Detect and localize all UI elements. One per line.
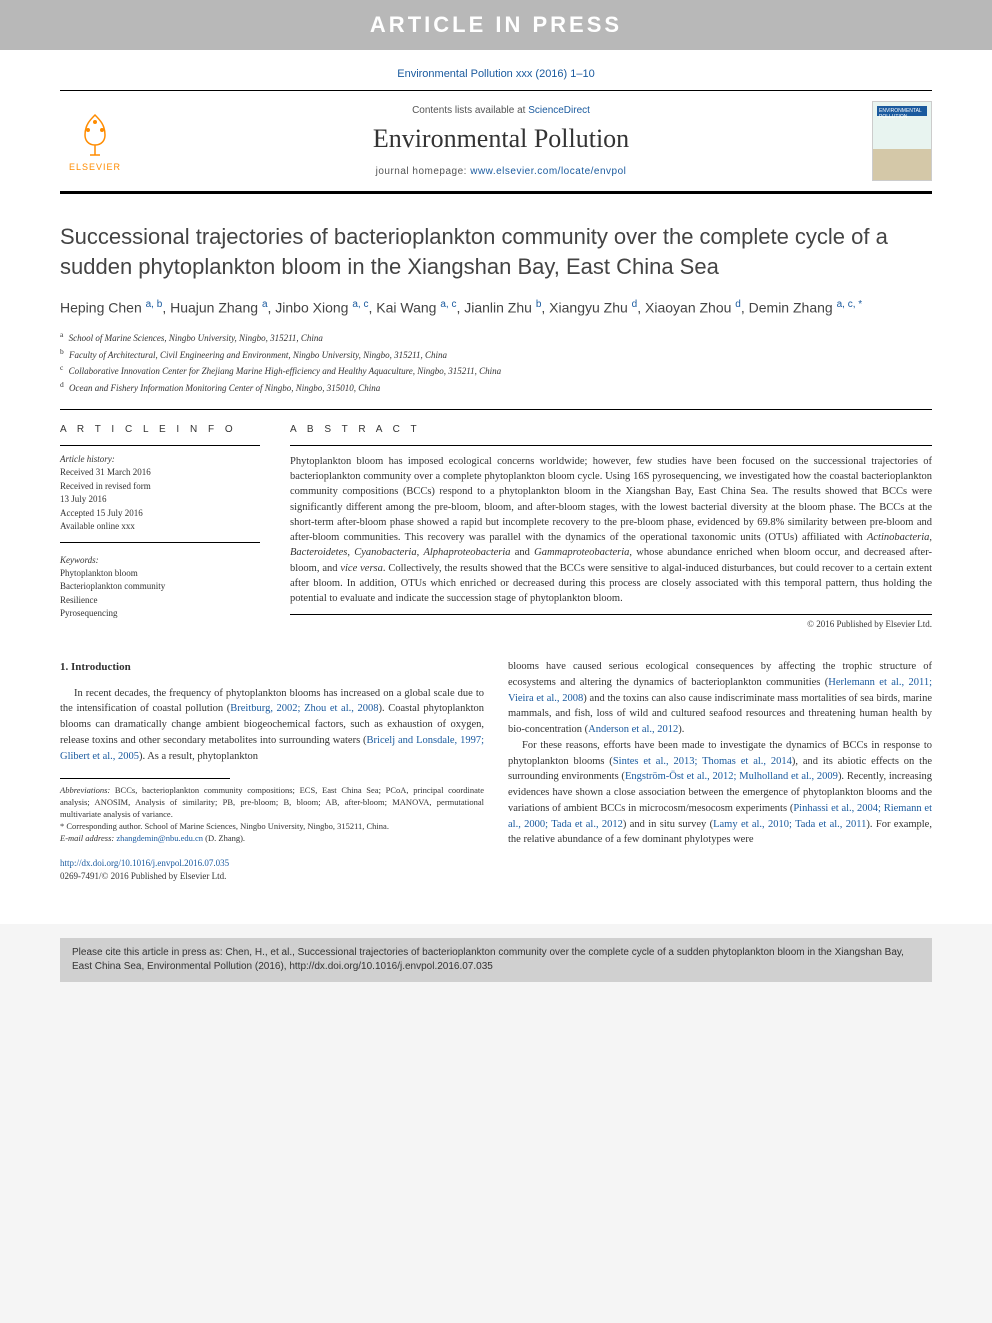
email-link[interactable]: zhangdemin@nbu.edu.cn [114,833,203,843]
history-label: Article history: [60,454,260,464]
journal-homepage: journal homepage: www.elsevier.com/locat… [130,166,872,177]
affiliation-line: d Ocean and Fishery Information Monitori… [60,379,932,396]
body-paragraph: blooms have caused serious ecological co… [508,659,932,738]
in-press-banner: ARTICLE IN PRESS [0,0,992,50]
citation-box: Please cite this article in press as: Ch… [60,938,932,982]
body-column-left: 1. Introduction In recent decades, the f… [60,659,484,884]
citation-link[interactable]: Lamy et al., 2010; Tada et al., 2011 [713,819,866,830]
article-info-sidebar: A R T I C L E I N F O Article history: R… [60,424,260,629]
abstract-header: A B S T R A C T [290,424,932,435]
elsevier-logo: ELSEVIER [60,101,130,181]
body-paragraph: In recent decades, the frequency of phyt… [60,686,484,765]
cover-label: ENVIRONMENTAL POLLUTION [879,108,931,120]
journal-name: Environmental Pollution [130,124,872,154]
citation-link[interactable]: Anderson et al., 2012 [588,724,678,735]
homepage-link[interactable]: www.elsevier.com/locate/envpol [470,166,626,177]
abbreviations-footnote: Abbreviations: BCCs, bacterioplankton co… [60,785,484,821]
page-content: Environmental Pollution xxx (2016) 1–10 … [0,50,992,924]
body-text: 1. Introduction In recent decades, the f… [60,659,932,884]
abstract-copyright: © 2016 Published by Elsevier Ltd. [290,619,932,629]
citation-link[interactable]: Engström-Öst et al., 2012; Mulholland et… [625,771,838,782]
authors-list: Heping Chen a, b, Huajun Zhang a, Jinbo … [60,297,932,319]
journal-header: ELSEVIER Contents lists available at Sci… [60,90,932,194]
title-divider [60,409,932,410]
affiliation-line: c Collaborative Innovation Center for Zh… [60,362,932,379]
history-line: Accepted 15 July 2016 [60,507,260,521]
section-heading-introduction: 1. Introduction [60,659,484,676]
affiliations: a School of Marine Sciences, Ningbo Univ… [60,329,932,395]
body-column-right: blooms have caused serious ecological co… [508,659,932,884]
footnote-divider [60,778,230,779]
history-line: 13 July 2016 [60,493,260,507]
history-line: Received in revised form [60,480,260,494]
article-history-block: Article history: Received 31 March 2016R… [60,445,260,543]
doi-link[interactable]: http://dx.doi.org/10.1016/j.envpol.2016.… [60,858,229,868]
body-paragraph: For these reasons, efforts have been mad… [508,738,932,848]
abstract-text: Phytoplankton bloom has imposed ecologic… [290,445,932,615]
history-line: Available online xxx [60,520,260,534]
keyword: Bacterioplankton community [60,580,260,594]
contents-available: Contents lists available at ScienceDirec… [130,105,872,116]
citation-link[interactable]: Sintes et al., 2013; Thomas et al., 2014 [613,756,792,767]
corresponding-author-footnote: * Corresponding author. School of Marine… [60,821,484,833]
journal-cover-thumbnail: ENVIRONMENTAL POLLUTION [872,101,932,181]
email-footnote: E-mail address: zhangdemin@nbu.edu.cn (D… [60,833,484,845]
affiliation-line: b Faculty of Architectural, Civil Engine… [60,346,932,363]
keyword: Pyrosequencing [60,607,260,621]
issn-copyright: 0269-7491/© 2016 Published by Elsevier L… [60,870,484,884]
sciencedirect-link[interactable]: ScienceDirect [528,105,590,116]
elsevier-tree-icon [70,110,120,160]
history-line: Received 31 March 2016 [60,466,260,480]
keyword: Phytoplankton bloom [60,567,260,581]
keyword: Resilience [60,594,260,608]
article-title: Successional trajectories of bacteriopla… [60,222,932,281]
affiliation-line: a School of Marine Sciences, Ningbo Univ… [60,329,932,346]
keywords-block: Keywords: Phytoplankton bloomBacteriopla… [60,555,260,621]
doi-block: http://dx.doi.org/10.1016/j.envpol.2016.… [60,857,484,884]
journal-reference: Environmental Pollution xxx (2016) 1–10 [60,50,932,90]
citation-link[interactable]: Breitburg, 2002; Zhou et al., 2008 [230,703,378,714]
article-info-header: A R T I C L E I N F O [60,424,260,435]
elsevier-label: ELSEVIER [69,162,121,172]
keywords-label: Keywords: [60,555,260,565]
abstract-section: A B S T R A C T Phytoplankton bloom has … [290,424,932,629]
